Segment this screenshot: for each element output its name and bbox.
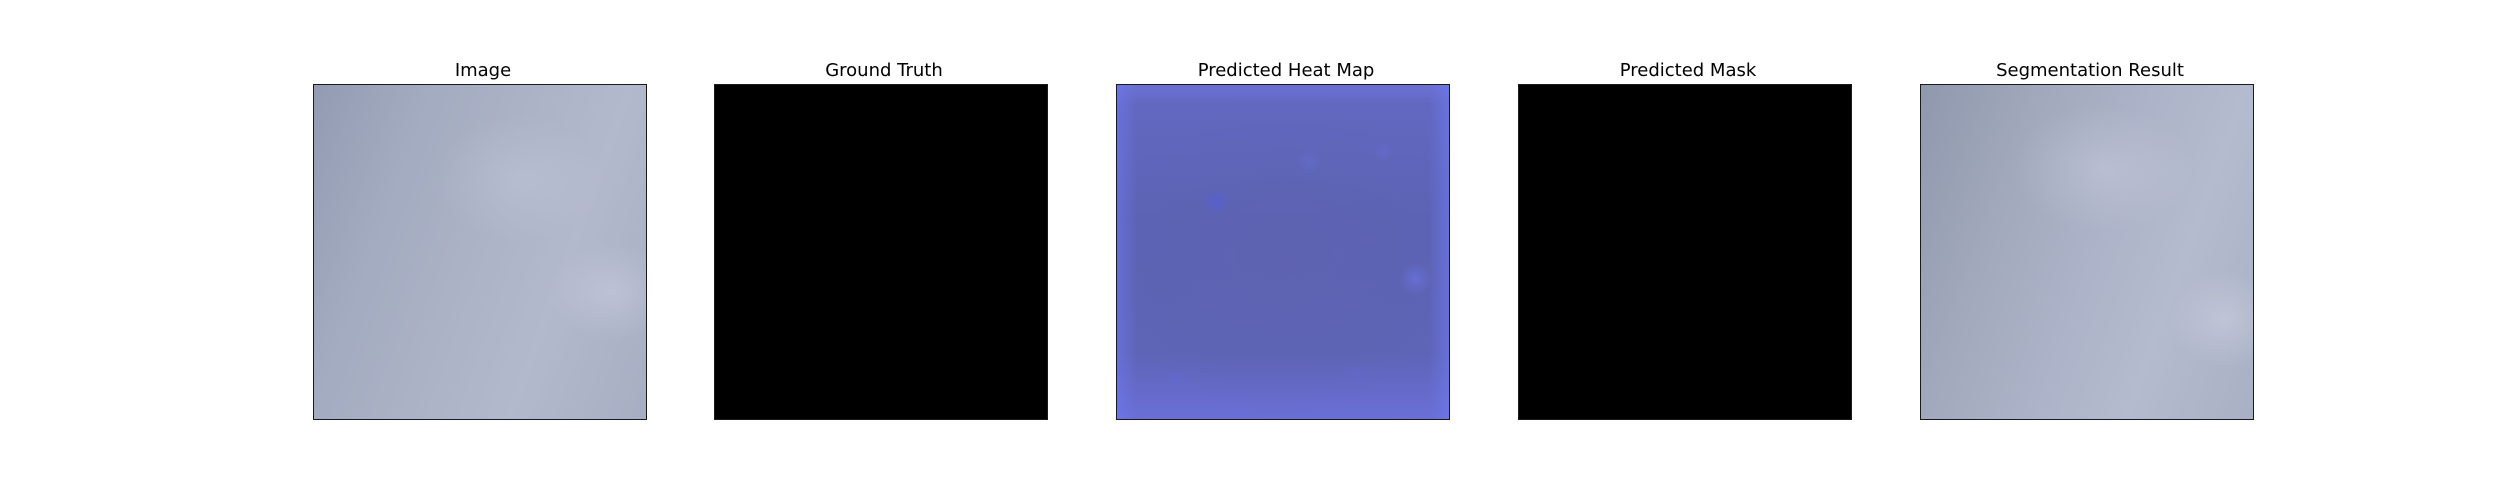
- input-image: [313, 84, 647, 420]
- panel-title: Segmentation Result: [1996, 60, 2184, 81]
- panel-title: Predicted Heat Map: [1197, 60, 1375, 81]
- panel-ground-truth: Ground Truth: [714, 58, 1054, 420]
- panel-predicted-mask: Predicted Mask: [1518, 58, 1858, 420]
- panel-image: Image: [313, 58, 653, 420]
- predicted-heat-map-image: [1116, 84, 1450, 420]
- image-texture: [314, 85, 646, 419]
- panel-title: Image: [454, 60, 512, 81]
- panel-title: Ground Truth: [825, 60, 943, 81]
- panel-segmentation-result: Segmentation Result: [1920, 58, 2260, 420]
- panel-title: Predicted Mask: [1619, 60, 1757, 81]
- segmentation-result-image: [1920, 84, 2254, 420]
- ground-truth-mask: [714, 84, 1048, 420]
- panel-predicted-heat-map: Predicted Heat Map: [1116, 58, 1456, 420]
- segmentation-texture: [1921, 85, 2253, 419]
- predicted-mask-image: [1518, 84, 1852, 420]
- heat-map-texture: [1117, 85, 1449, 419]
